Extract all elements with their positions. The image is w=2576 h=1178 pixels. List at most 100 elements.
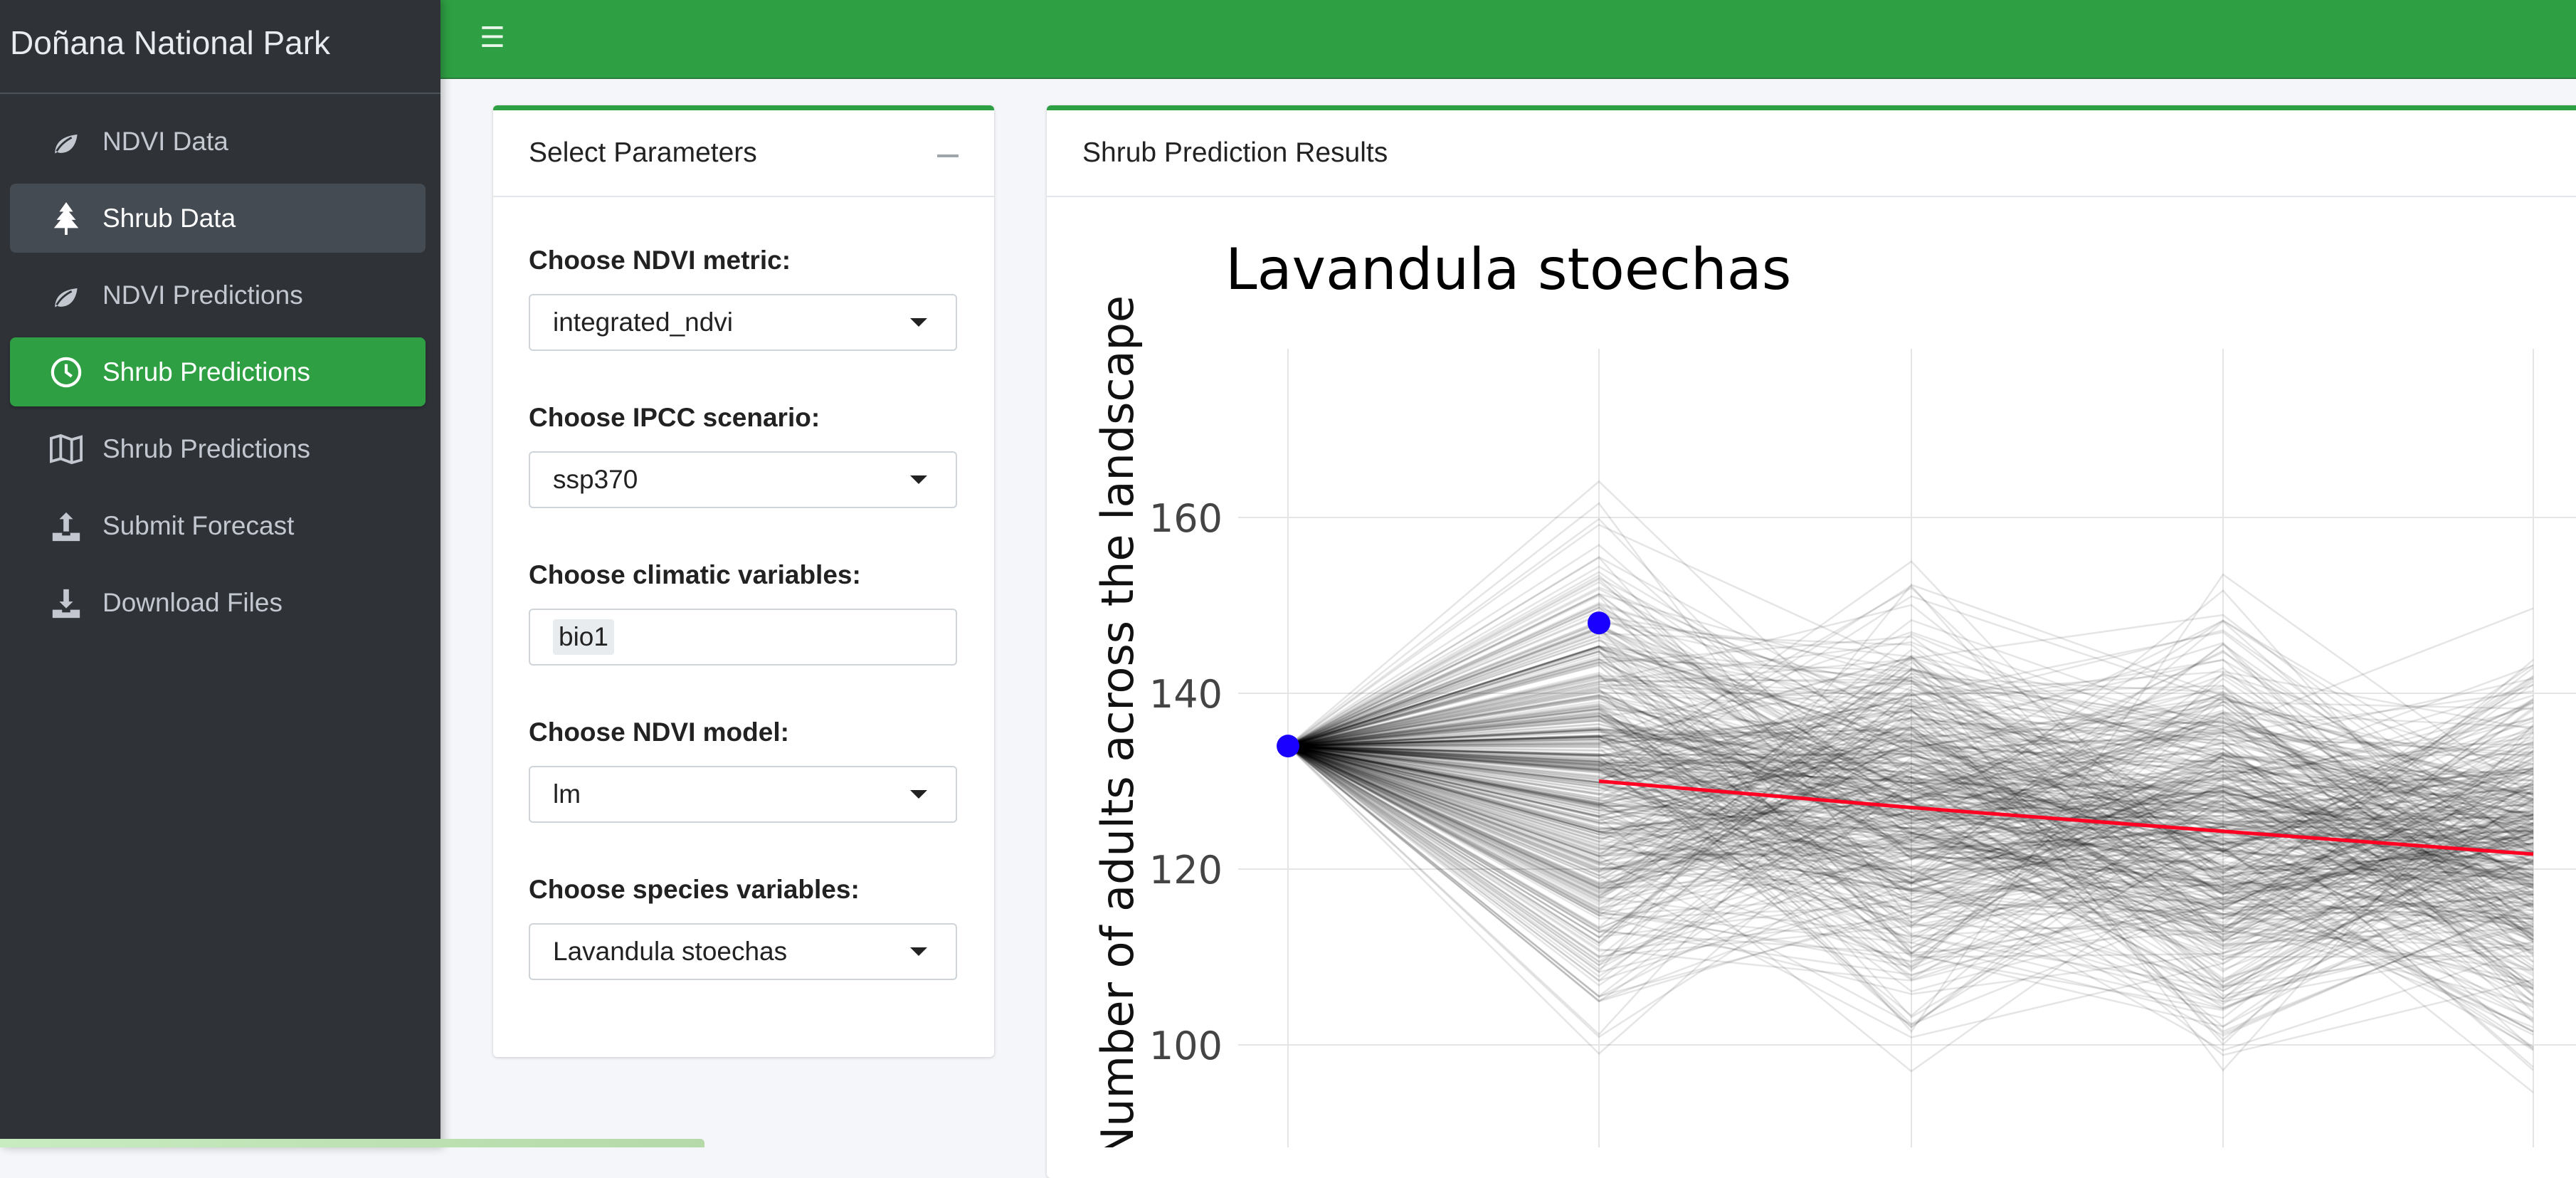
ensemble-trajectory: [1287, 631, 2534, 947]
ensemble-trajectory: [1287, 709, 2534, 997]
ensemble-trajectory: [1287, 707, 2534, 933]
ensemble-trajectory: [1287, 731, 2534, 1051]
status-bar: [0, 1139, 704, 1147]
ensemble-trajectory: [1287, 626, 2534, 917]
ensemble-trajectory: [1287, 699, 2534, 1051]
ensemble-trajectory: [1287, 704, 2534, 1003]
ensemble-trajectory: [1287, 745, 2534, 886]
ensemble-trajectory: [1287, 715, 2534, 1011]
ensemble-trajectory: [1287, 727, 2534, 943]
ensemble-trajectory: [1287, 709, 2534, 757]
ensemble-trajectory: [1287, 735, 2534, 1049]
sidebar-item-shrub-data[interactable]: Shrub Data: [10, 184, 426, 253]
ensemble-trajectory: [1287, 745, 2534, 884]
ensemble-trajectory: [1287, 586, 2534, 814]
sidebar-item-submit-forecast[interactable]: Submit Forecast: [10, 491, 426, 560]
select-dropdown[interactable]: ssp370: [529, 451, 957, 508]
ensemble-trajectory: [1287, 689, 2534, 910]
ensemble-trajectory: [1287, 669, 2534, 856]
ensemble-trajectory: [1287, 664, 2534, 876]
ensemble-trajectory: [1287, 648, 2534, 1019]
multi-select-input[interactable]: bio1: [529, 609, 957, 666]
ensemble-trajectory: [1287, 745, 2534, 978]
ensemble-trajectory: [1287, 667, 2534, 922]
ensemble-trajectory: [1287, 636, 2534, 870]
ensemble-trajectory: [1287, 631, 2534, 1024]
ensemble-trajectory: [1287, 745, 2534, 919]
sidebar-item-ndvi-predictions[interactable]: NDVI Predictions: [10, 261, 426, 330]
select-dropdown[interactable]: lm: [529, 766, 957, 823]
observed-point: [1277, 735, 1299, 758]
ensemble-trajectory: [1287, 745, 2534, 955]
ensemble-trajectory: [1287, 700, 2534, 889]
select-dropdown[interactable]: Lavandula stoechas: [529, 923, 957, 980]
parameters-card: Select Parameters Choose NDVI metric: int…: [493, 105, 994, 1057]
ensemble-trajectory: [1287, 661, 2534, 982]
ensemble-trajectory: [1287, 687, 2534, 782]
ensemble-trajectory: [1287, 745, 2534, 1068]
sidebar-item-ndvi-data[interactable]: NDVI Data: [10, 107, 426, 176]
ensemble-trajectory: [1287, 614, 2534, 937]
ensemble-trajectory: [1287, 654, 2534, 873]
parameters-title: Select Parameters: [529, 137, 757, 168]
ensemble-trajectory: [1287, 700, 2534, 967]
ensemble-trajectory: [1287, 727, 2534, 941]
ensemble-trajectory: [1287, 745, 2534, 970]
sidebar-item-shrub-predictions[interactable]: Shrub Predictions: [10, 337, 426, 406]
selected-chip[interactable]: bio1: [553, 619, 614, 655]
ensemble-trajectory: [1287, 723, 2534, 908]
ensemble-trajectory: [1287, 732, 2534, 1035]
ensemble-trajectory: [1287, 685, 2534, 1009]
ensemble-trajectory: [1287, 678, 2534, 896]
ensemble-trajectory: [1287, 710, 2534, 980]
ensemble-trajectory: [1287, 629, 2534, 851]
ensemble-trajectory: [1287, 693, 2534, 987]
ensemble-trajectory: [1287, 656, 2534, 942]
ensemble-trajectory: [1287, 589, 2534, 937]
ensemble-trajectory: [1287, 745, 2534, 970]
ensemble-trajectory: [1287, 627, 2534, 906]
ensemble-trajectory: [1287, 745, 2534, 929]
ensemble-trajectory: [1287, 735, 2534, 872]
ensemble-trajectory: [1287, 722, 2534, 829]
ensemble-trajectory: [1287, 695, 2534, 925]
select-value: ssp370: [553, 465, 638, 494]
ensemble-trajectory: [1287, 713, 2534, 891]
ensemble-trajectory: [1287, 745, 2534, 844]
ensemble-trajectory: [1287, 658, 2534, 942]
ensemble-trajectory: [1287, 745, 2534, 833]
ensemble-trajectory: [1287, 745, 2534, 984]
ensemble-trajectory: [1287, 705, 2534, 788]
sidebar-item-download-files[interactable]: Download Files: [10, 568, 426, 637]
sidebar-item-label: NDVI Predictions: [102, 280, 303, 310]
ensemble-trajectory: [1287, 677, 2534, 928]
ensemble-trajectory: [1287, 740, 2534, 900]
ensemble-trajectory: [1287, 556, 2534, 940]
ensemble-trajectory: [1287, 745, 2534, 1021]
ensemble-trajectory: [1287, 667, 2534, 816]
ensemble-trajectory: [1287, 724, 2534, 839]
ensemble-trajectory: [1287, 650, 2534, 802]
ensemble-trajectory: [1287, 670, 2534, 792]
ensemble-trajectory: [1287, 717, 2534, 896]
collapse-icon[interactable]: [937, 154, 959, 157]
y-tick-label: 140: [1149, 672, 1223, 717]
ensemble-trajectory: [1287, 745, 2534, 992]
param-field: Choose NDVI metric: integrated_ndvi: [529, 246, 957, 351]
ensemble-trajectory: [1287, 639, 2534, 832]
sidebar-item-shrub-predictions[interactable]: Shrub Predictions: [10, 414, 426, 483]
ensemble-trajectory: [1287, 656, 2534, 853]
select-dropdown[interactable]: integrated_ndvi: [529, 294, 957, 351]
hamburger-icon[interactable]: ☰: [480, 22, 505, 53]
ensemble-trajectory: [1287, 712, 2534, 857]
ensemble-trajectory: [1287, 745, 2534, 990]
ensemble-trajectory: [1287, 697, 2534, 848]
ensemble-trajectory: [1287, 745, 2534, 875]
ensemble-trajectory: [1287, 605, 2534, 769]
param-field: Choose climatic variables: bio1: [529, 560, 957, 666]
ensemble-trajectory: [1287, 745, 2534, 967]
ensemble-trajectory: [1287, 705, 2534, 895]
mean-prediction-line: [1598, 779, 2534, 856]
ensemble-trajectory: [1287, 683, 2534, 947]
ensemble-trajectory: [1287, 745, 2534, 878]
